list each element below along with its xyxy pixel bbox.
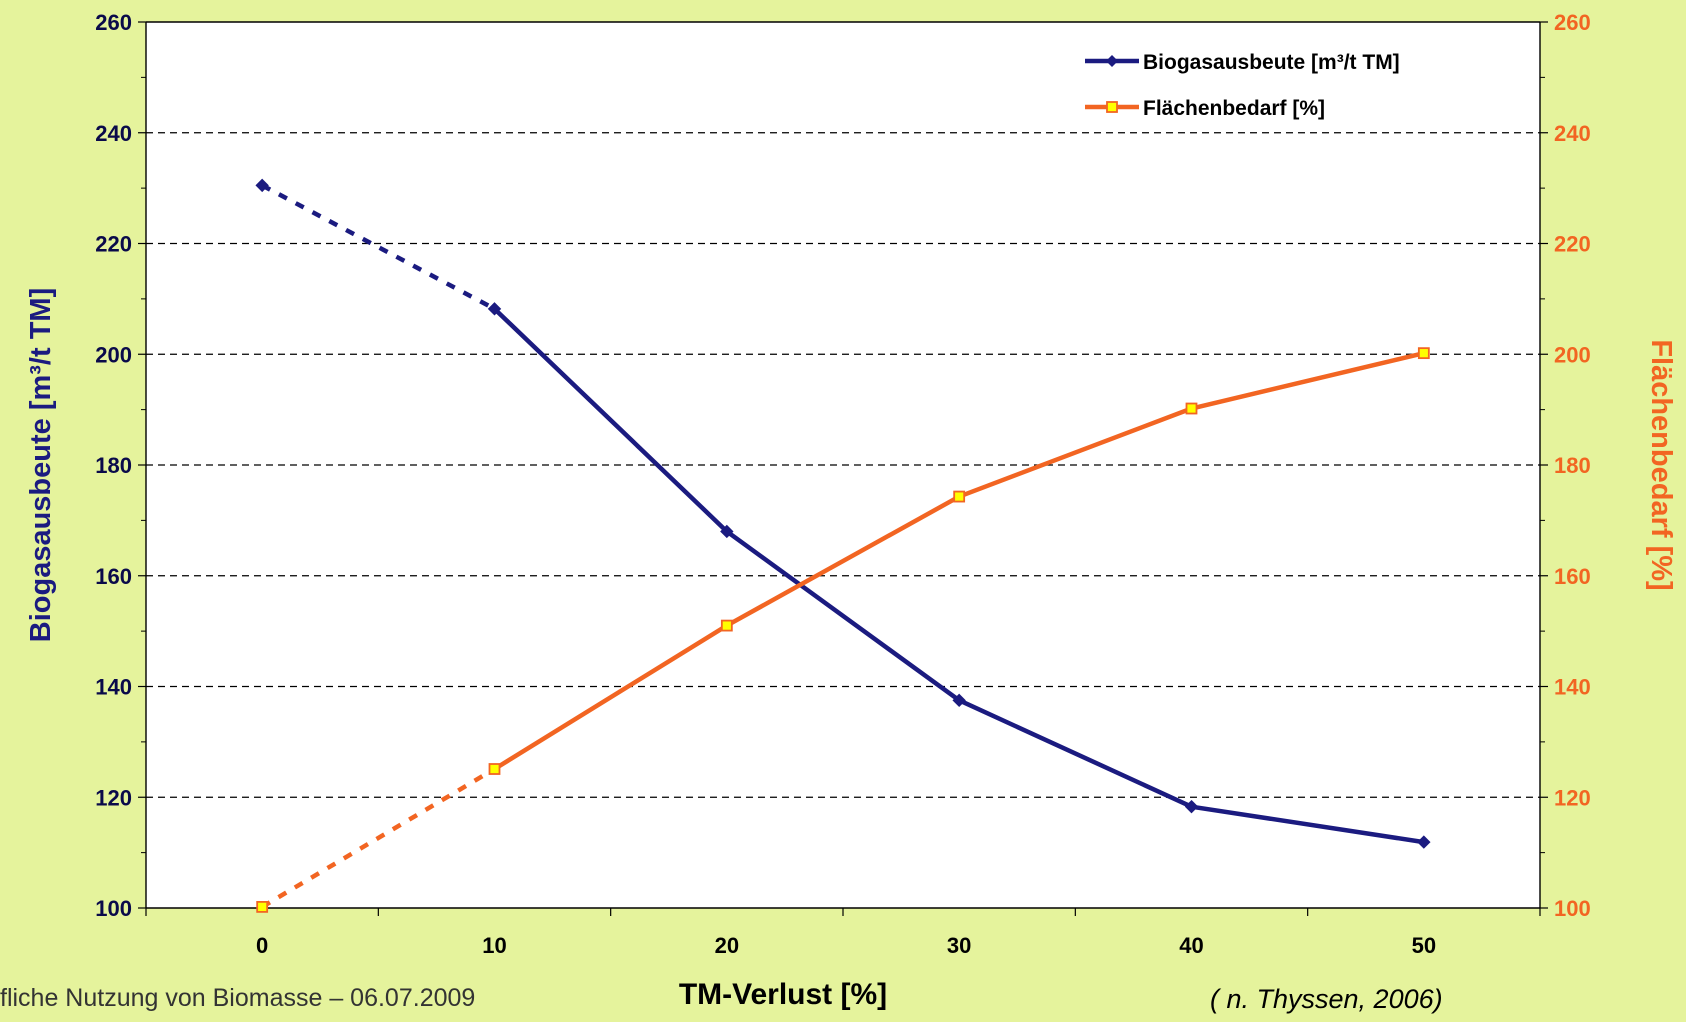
data-point — [1417, 347, 1430, 360]
data-point — [1185, 402, 1198, 415]
y2-tick-label: 200 — [1554, 342, 1591, 367]
y-tick-label: 120 — [95, 785, 132, 810]
data-point — [488, 763, 501, 775]
x-tick-label: 0 — [256, 933, 268, 958]
legend-item: Biogasausbeute [m³/t TM] — [1085, 51, 1400, 74]
y-tick-label: 260 — [95, 10, 132, 35]
y2-tick-label: 120 — [1554, 785, 1591, 810]
y-tick-label: 180 — [95, 453, 132, 478]
x-tick-label: 50 — [1412, 933, 1436, 958]
y-tick-label: 200 — [95, 342, 132, 367]
y2-tick-label: 140 — [1554, 675, 1591, 700]
series-layer — [255, 178, 1431, 913]
series-line-segment — [1189, 350, 1427, 411]
y2-tick-label: 220 — [1554, 232, 1591, 257]
legend-label: Flächenbedarf [%] — [1143, 97, 1325, 120]
legend-label: Biogasausbeute [m³/t TM] — [1143, 51, 1400, 74]
y2-tick-label: 100 — [1554, 896, 1591, 921]
y-tick-label: 220 — [95, 232, 132, 257]
gridlines — [146, 132, 1540, 798]
y-tick-label: 160 — [95, 564, 132, 589]
x-tick-label: 40 — [1179, 933, 1203, 958]
y-axis-title: Biogasausbeute [m³/t TM] — [25, 288, 57, 642]
y-tick-label: 240 — [95, 121, 132, 146]
series-line-segment — [492, 623, 730, 772]
legend-swatch-marker — [1106, 55, 1118, 67]
data-point — [720, 524, 734, 539]
series-line-segment — [492, 306, 730, 534]
series-line-segment — [724, 494, 962, 628]
x-axis-title: TM-Verlust [%] — [679, 978, 887, 1011]
y2-tick-label: 240 — [1554, 121, 1591, 146]
data-point — [1184, 799, 1199, 814]
footer-source-citation: ( n. Thyssen, 2006) — [1210, 984, 1443, 1014]
series-flaechenbedarf — [256, 347, 1430, 913]
y-tick-label: 100 — [95, 896, 132, 921]
series-line-segment — [1189, 804, 1427, 845]
series-biogasausbeute — [255, 178, 1431, 849]
legend-item: Flächenbedarf [%] — [1085, 97, 1325, 120]
x-tick-label: 30 — [947, 933, 971, 958]
data-point — [720, 619, 733, 632]
series-line-segment — [261, 767, 496, 909]
x-tick-label: 10 — [482, 933, 506, 958]
series-line-segment — [261, 183, 496, 311]
data-point — [952, 693, 966, 708]
y2-tick-label: 180 — [1554, 453, 1591, 478]
data-point — [953, 490, 966, 503]
axes — [138, 21, 1548, 916]
y2-tick-label: 260 — [1554, 10, 1591, 35]
data-point — [1417, 835, 1431, 849]
x-tick-label: 20 — [715, 933, 739, 958]
y2-tick-label: 160 — [1554, 564, 1591, 589]
data-point — [255, 178, 269, 193]
footer-event-text: fliche Nutzung von Biomasse – 06.07.2009 — [0, 984, 476, 1012]
series-line-segment — [724, 529, 962, 703]
series-line-segment — [956, 698, 1194, 809]
data-point — [487, 302, 502, 316]
y2-axis-title: Flächenbedarf [%] — [1645, 339, 1677, 590]
data-point — [256, 900, 269, 913]
y-tick-label: 140 — [95, 675, 132, 700]
legend-swatch-marker — [1106, 101, 1118, 113]
legend: Biogasausbeute [m³/t TM] Flächenbedarf [%… — [1085, 51, 1400, 120]
series-line-segment — [956, 406, 1194, 499]
